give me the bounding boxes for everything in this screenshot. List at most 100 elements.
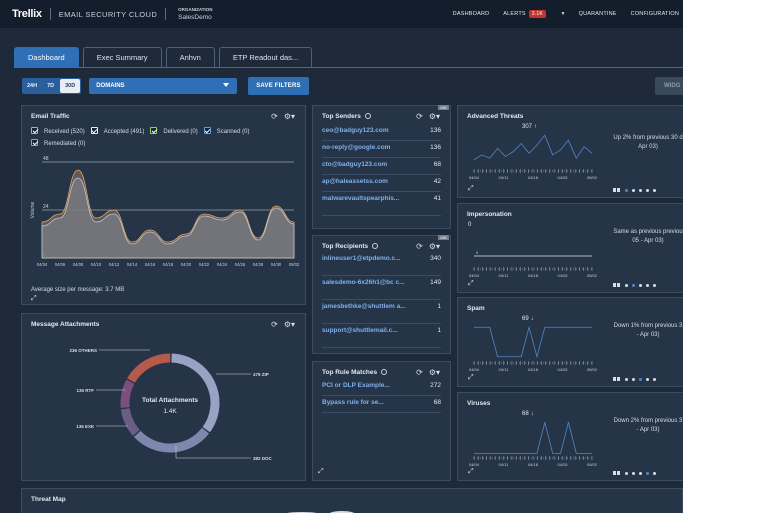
refresh-icon[interactable]: ⟳ (271, 320, 278, 329)
tab-exec-summary[interactable]: Exec Summary (82, 47, 162, 67)
series-line[interactable] (473, 134, 593, 161)
list-item[interactable]: PCI or DLP Example... 272 (322, 379, 441, 396)
threat-title: Impersonation (467, 211, 512, 218)
pager-dot[interactable] (625, 377, 628, 381)
pager-dot[interactable] (625, 283, 628, 287)
pause-icon[interactable] (613, 188, 616, 192)
expand-icon[interactable]: ⤢ (468, 280, 474, 287)
info-icon[interactable] (381, 369, 388, 375)
info-icon[interactable] (372, 243, 379, 249)
pause-icon[interactable] (613, 283, 616, 287)
pie-slice[interactable] (127, 353, 171, 383)
expand-icon[interactable]: ⤢ (31, 295, 37, 302)
refresh-icon[interactable]: ⟳ (416, 112, 423, 121)
list-item[interactable]: inlineuser1@etpdemo.c... 340 (322, 252, 441, 276)
widgets-button[interactable]: WIDG (655, 77, 683, 95)
list-item[interactable]: salesdemo-6x26h1@bc c... 149 (322, 276, 441, 300)
pause-icon[interactable] (613, 471, 616, 475)
list-item[interactable]: ap@haleassetss.com 42 (322, 175, 441, 192)
pager-dot[interactable] (653, 471, 656, 475)
legend-item[interactable]: Received (520) (31, 127, 85, 135)
gear-icon[interactable]: ⚙▾ (428, 112, 440, 121)
pager-dot[interactable] (639, 188, 642, 192)
pager-dot[interactable] (646, 283, 649, 287)
nav-configuration[interactable]: CONFIGURATION (630, 11, 679, 17)
expand-icon[interactable]: ⤢ (318, 468, 324, 475)
pager-dot[interactable] (632, 377, 635, 381)
range-30d[interactable]: 30D (60, 79, 81, 93)
tab-etp-readout[interactable]: ETP Readout das... (218, 47, 313, 67)
pause-icon[interactable] (617, 471, 620, 475)
pager-dot[interactable] (646, 188, 649, 192)
trellix-logo[interactable]: Trellix (12, 8, 42, 20)
nav-alerts[interactable]: ALERTS 3.1K ▾ (503, 10, 564, 18)
gear-icon[interactable]: ⚙▾ (428, 368, 440, 377)
series-line[interactable] (474, 325, 592, 359)
pager-dot[interactable] (653, 283, 656, 287)
pager-dot[interactable] (632, 471, 635, 475)
pager-dot[interactable] (625, 188, 628, 192)
checkbox[interactable] (31, 139, 38, 146)
legend-item[interactable]: Scanned (0) (203, 127, 249, 135)
refresh-icon[interactable]: ⟳ (271, 112, 278, 121)
checkbox[interactable] (90, 127, 98, 134)
pager-dot[interactable] (632, 283, 635, 287)
carousel-pager[interactable] (613, 377, 656, 381)
series-line[interactable] (474, 422, 592, 454)
list-item[interactable]: support@shuttlemail.c... 1 (322, 324, 441, 348)
pager-dot[interactable] (639, 471, 642, 475)
list-item[interactable]: ceo@badguy123.com 136 (322, 124, 441, 141)
nav-dashboard[interactable]: DASHBOARD (452, 11, 490, 17)
tab-dashboard[interactable]: Dashboard (14, 47, 79, 67)
checkbox[interactable] (31, 127, 38, 134)
series-area[interactable] (41, 177, 295, 259)
tab-anhvn[interactable]: Anhvn (165, 47, 215, 67)
pager-dot[interactable] (632, 188, 635, 192)
expand-icon[interactable]: ⤢ (468, 185, 474, 192)
pager-dot[interactable] (653, 377, 656, 381)
carousel-pager[interactable] (613, 188, 656, 192)
gear-icon[interactable]: ⚙▾ (428, 242, 440, 251)
pager-dot[interactable] (639, 377, 642, 381)
organization-name: SalesDemo (178, 14, 212, 21)
pause-icon[interactable] (617, 377, 620, 381)
pager-dot[interactable] (653, 188, 656, 192)
pager-dot[interactable] (639, 283, 642, 287)
pager-dot[interactable] (646, 471, 649, 475)
gear-icon[interactable]: ⚙▾ (283, 320, 295, 329)
nav-quarantine[interactable]: QUARANTINE (578, 11, 617, 17)
list-item[interactable]: Bypass rule for se... 68 (322, 396, 441, 413)
pause-icon[interactable] (617, 283, 620, 287)
list-item[interactable]: malwarevaultspearphis... 41 (322, 192, 441, 216)
pause-icon[interactable] (617, 188, 620, 192)
domains-dropdown[interactable]: DOMAINS (89, 78, 238, 94)
legend-item[interactable]: Remediated (0) (31, 139, 85, 147)
expand-icon[interactable]: ⤢ (468, 374, 474, 381)
list-item[interactable]: cto@badguy123.com 68 (322, 158, 441, 175)
pie-slice[interactable] (133, 427, 210, 453)
checkbox[interactable] (203, 127, 211, 134)
list-item[interactable]: jamesbethke@shuttlem a... 1 (322, 300, 441, 324)
pause-icon[interactable] (613, 377, 616, 381)
pie-slice[interactable] (120, 408, 140, 436)
carousel-pager[interactable] (613, 471, 656, 475)
refresh-icon[interactable]: ⟳ (416, 242, 423, 251)
pager-dot[interactable] (625, 471, 628, 475)
organization-switcher[interactable]: ORGANIZATION SalesDemo (178, 6, 212, 22)
info-icon[interactable] (364, 113, 371, 119)
pie-slice[interactable] (120, 379, 135, 409)
carousel-pager[interactable] (613, 283, 656, 287)
pager-dot[interactable] (646, 377, 649, 381)
expand-icon[interactable]: ⤢ (468, 468, 474, 475)
save-filters-button[interactable]: SAVE FILTERS (248, 77, 309, 95)
legend-item[interactable]: Accepted (491) (90, 127, 144, 135)
item-count: 68 (433, 161, 441, 168)
range-24h[interactable]: 24H (27, 83, 38, 89)
gear-icon[interactable]: ⚙▾ (283, 112, 295, 121)
legend-item[interactable]: Delivered (0) (150, 127, 198, 135)
checkbox[interactable] (150, 127, 158, 134)
pie-slice[interactable] (171, 353, 220, 433)
list-item[interactable]: no-reply@google.com 136 (322, 141, 441, 158)
refresh-icon[interactable]: ⟳ (416, 368, 423, 377)
range-7d[interactable]: 7D (47, 83, 55, 89)
